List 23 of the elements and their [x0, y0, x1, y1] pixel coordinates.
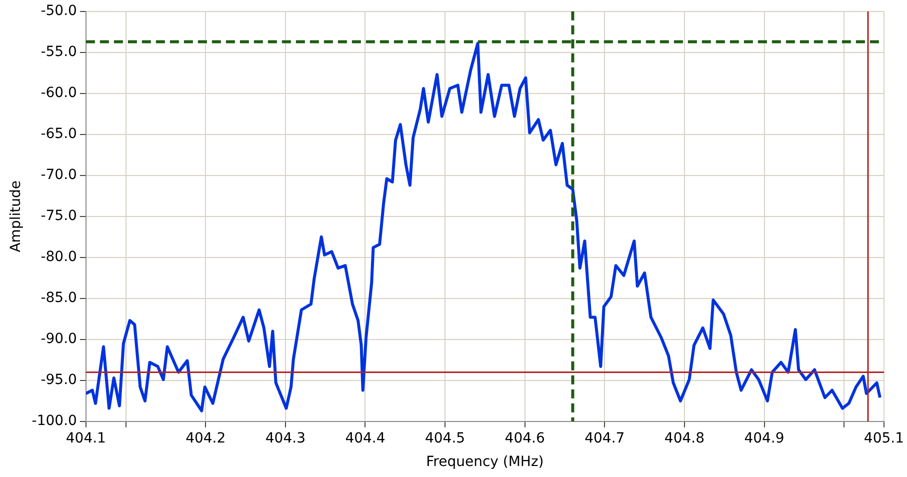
- y-tick-label: -85.0: [40, 290, 77, 306]
- x-tick-label: 404.3: [265, 430, 306, 446]
- x-tick-label: 404.8: [664, 430, 704, 446]
- y-tick-label: -95.0: [40, 372, 77, 388]
- y-tick-label: -90.0: [40, 331, 77, 348]
- y-tick-label: -50.0: [40, 3, 77, 20]
- y-tick-label: -75.0: [40, 208, 77, 224]
- x-tick-label: 404.9: [744, 430, 784, 446]
- y-tick-label: -60.0: [40, 85, 77, 102]
- y-tick-label: -70.0: [40, 167, 77, 184]
- x-tick-label: 404.5: [424, 430, 466, 446]
- x-tick-label: 404.6: [504, 430, 545, 446]
- x-tick-label: 404.4: [345, 430, 386, 446]
- x-tick-label: 405.1: [864, 430, 904, 446]
- x-axis-title: Frequency (MHz): [426, 454, 544, 470]
- y-tick-label: -80.0: [40, 249, 77, 266]
- y-axis-title: Amplitude: [8, 180, 24, 252]
- x-tick-label: 404.2: [186, 430, 226, 446]
- y-tick-label: -65.0: [40, 126, 77, 142]
- x-tick-label: 404.1: [66, 430, 106, 446]
- x-tick-label: 404.7: [584, 430, 625, 446]
- y-tick-label: -100.0: [32, 413, 77, 430]
- y-tick-label: -55.0: [40, 44, 77, 60]
